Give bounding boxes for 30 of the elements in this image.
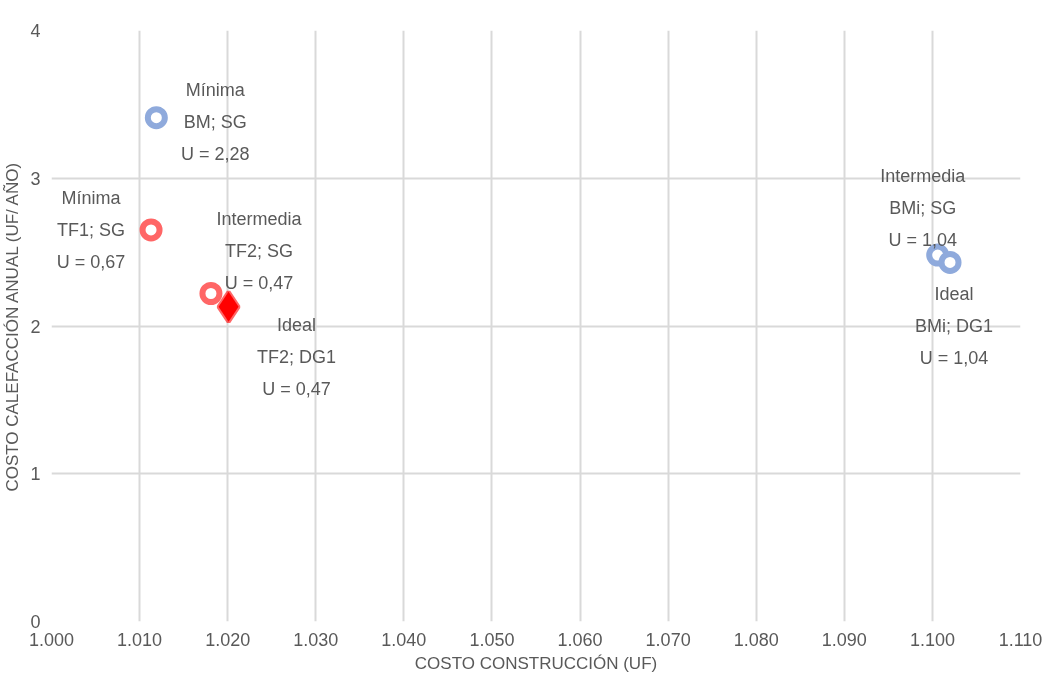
point xyxy=(216,289,241,324)
annotation: Intermedia TF2; SG U = 0,47 xyxy=(216,209,303,294)
x-tick-label: 1.070 xyxy=(645,629,691,650)
y-axis-title: COSTO CALEFACCIÓN ANUAL (UF/ AÑO) xyxy=(3,162,23,492)
y-tick-label: 2 xyxy=(30,316,41,337)
annotation: Mínima TF1; SG U = 0,67 xyxy=(56,187,126,272)
x-tick-label: 1.090 xyxy=(821,629,867,650)
y-tick-label: 3 xyxy=(30,168,41,189)
point xyxy=(199,282,223,305)
point xyxy=(139,218,163,242)
x-tick-label: 1.040 xyxy=(381,629,427,650)
y-tick-label: 0 xyxy=(30,612,41,632)
annotation: Mínima BM; SG U = 2,28 xyxy=(181,79,250,164)
point xyxy=(938,250,962,274)
x-tick-label: 1.030 xyxy=(293,629,339,650)
annotation: Intermedia BMi; SG U = 1,04 xyxy=(880,166,967,251)
x-tick-label: 1.110 xyxy=(998,629,1043,650)
x-tick-label: 1.050 xyxy=(469,629,515,650)
x-tick-label: 1.010 xyxy=(117,629,163,650)
y-tick-label: 1 xyxy=(30,464,41,485)
point xyxy=(144,106,168,130)
annotation: Ideal BMi; DG1 U = 1,04 xyxy=(915,284,994,369)
x-axis-title: COSTO CONSTRUCCIÓN (UF) xyxy=(414,653,658,673)
x-tick-label: 1.100 xyxy=(909,629,955,650)
x-tick-label: 1.060 xyxy=(557,629,603,650)
annotation: Ideal TF2; DG1 U = 0,47 xyxy=(257,314,337,399)
x-tick-label: 1.000 xyxy=(28,629,75,650)
y-tick-label: 4 xyxy=(30,21,41,41)
x-tick-label: 1.020 xyxy=(205,629,251,650)
x-tick-label: 1.080 xyxy=(733,629,779,650)
